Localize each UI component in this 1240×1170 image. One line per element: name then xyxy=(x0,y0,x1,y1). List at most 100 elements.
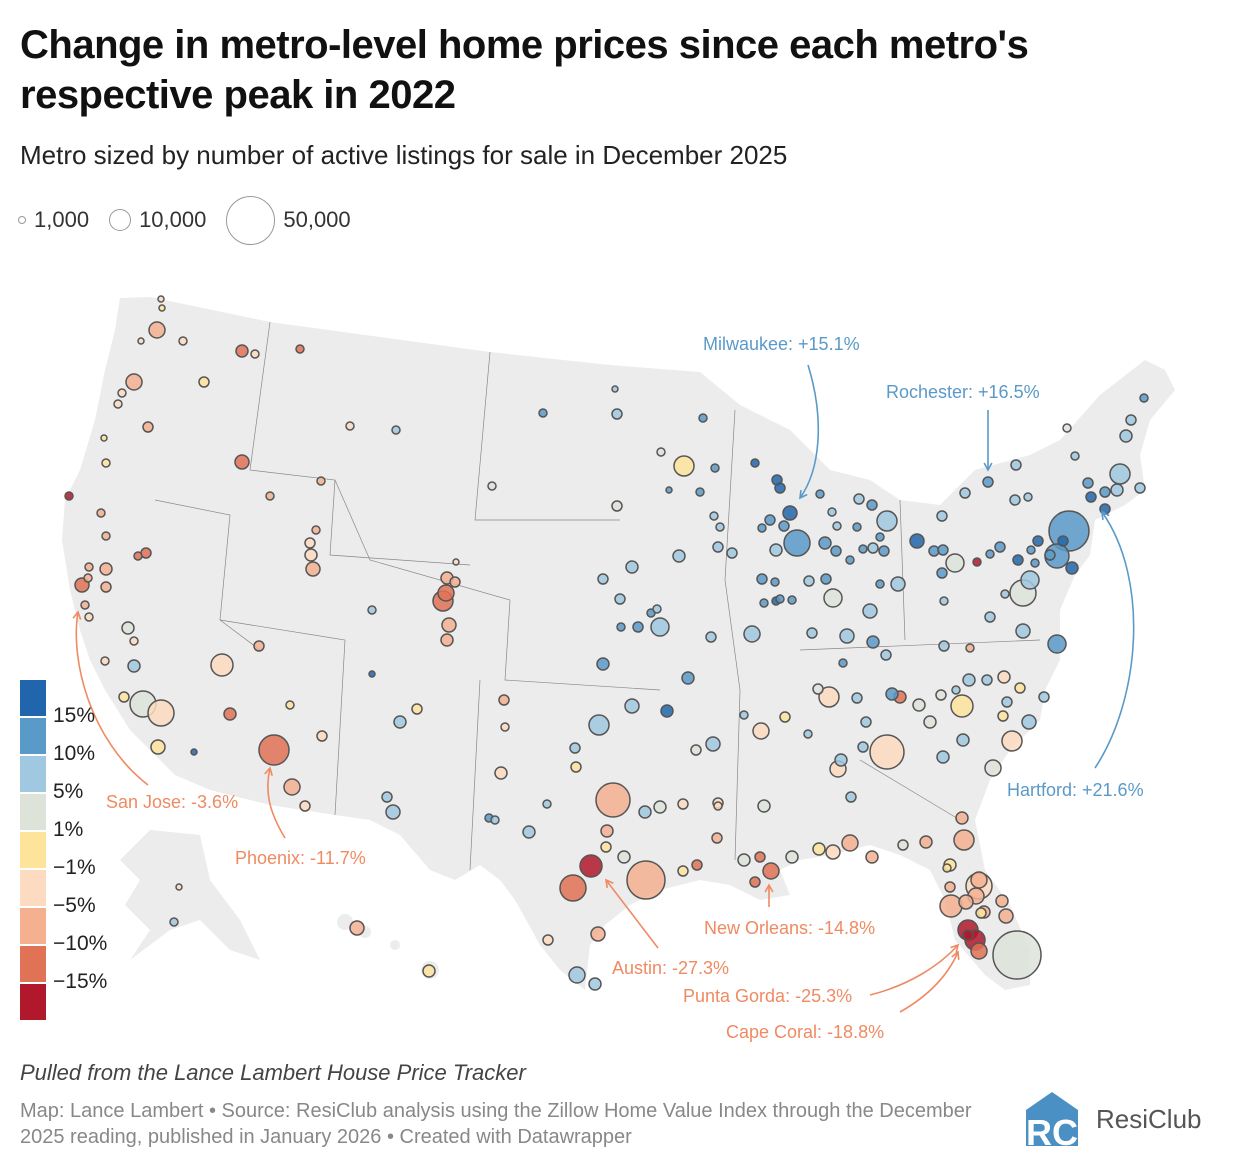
metro-bubble[interactable] xyxy=(845,555,855,565)
metro-bubble[interactable] xyxy=(677,798,689,810)
metro-bubble[interactable] xyxy=(959,487,971,499)
metro-bubble[interactable] xyxy=(958,894,974,910)
metro-bubble[interactable] xyxy=(750,458,760,468)
metro-bubble[interactable] xyxy=(127,659,141,673)
metro-bubble[interactable] xyxy=(770,577,780,587)
metro-bubble[interactable] xyxy=(381,791,393,803)
metro-bubble[interactable] xyxy=(756,573,768,585)
metro-bubble[interactable] xyxy=(709,511,719,521)
metro-bubble[interactable] xyxy=(626,860,666,900)
metro-bubble[interactable] xyxy=(890,576,906,592)
metro-bubble[interactable] xyxy=(965,643,975,653)
metro-bubble[interactable] xyxy=(500,722,510,732)
metro-bubble[interactable] xyxy=(1082,477,1094,489)
metro-bubble[interactable] xyxy=(440,633,454,647)
metro-bubble[interactable] xyxy=(953,829,975,851)
metro-bubble[interactable] xyxy=(100,434,108,442)
metro-bubble[interactable] xyxy=(858,544,868,554)
metro-bubble[interactable] xyxy=(975,907,987,919)
metro-bubble[interactable] xyxy=(137,337,145,345)
metro-bubble[interactable] xyxy=(1012,554,1024,566)
metro-bubble[interactable] xyxy=(490,815,500,825)
metro-bubble[interactable] xyxy=(820,573,832,585)
metro-bubble[interactable] xyxy=(125,373,143,391)
metro-bubble[interactable] xyxy=(1139,393,1149,403)
metro-bubble[interactable] xyxy=(570,761,582,773)
metro-bubble[interactable] xyxy=(942,863,952,873)
metro-bubble[interactable] xyxy=(677,865,689,877)
metro-bubble[interactable] xyxy=(579,854,603,878)
metro-bubble[interactable] xyxy=(962,673,976,687)
metro-bubble[interactable] xyxy=(1000,589,1010,599)
metro-bubble[interactable] xyxy=(827,507,837,517)
metro-bubble[interactable] xyxy=(715,522,725,532)
metro-bubble[interactable] xyxy=(710,463,720,473)
metro-bubble[interactable] xyxy=(757,799,771,813)
metro-bubble[interactable] xyxy=(956,733,970,747)
metro-bubble[interactable] xyxy=(845,791,857,803)
metro-bubble[interactable] xyxy=(660,704,674,718)
metro-bubble[interactable] xyxy=(950,694,974,718)
metro-bubble[interactable] xyxy=(970,871,988,889)
metro-bubble[interactable] xyxy=(624,698,640,714)
metro-bubble[interactable] xyxy=(862,603,878,619)
metro-bubble[interactable] xyxy=(860,716,872,728)
metro-bubble[interactable] xyxy=(1070,451,1080,461)
metro-bubble[interactable] xyxy=(101,531,111,541)
metro-bubble[interactable] xyxy=(80,600,90,610)
metro-bubble[interactable] xyxy=(803,729,813,739)
metro-bubble[interactable] xyxy=(984,611,996,623)
metro-bubble[interactable] xyxy=(935,689,947,701)
metro-bubble[interactable] xyxy=(762,862,780,880)
metro-bubble[interactable] xyxy=(638,805,652,819)
metro-bubble[interactable] xyxy=(909,533,925,549)
metro-bubble[interactable] xyxy=(1032,535,1044,547)
metro-bubble[interactable] xyxy=(769,543,783,557)
metro-bubble[interactable] xyxy=(823,588,843,608)
metro-bubble[interactable] xyxy=(611,408,623,420)
metro-bubble[interactable] xyxy=(611,500,623,512)
metro-bubble[interactable] xyxy=(681,671,695,685)
metro-bubble[interactable] xyxy=(995,894,1009,908)
metro-bubble[interactable] xyxy=(876,510,898,532)
metro-bubble[interactable] xyxy=(588,977,602,991)
metro-bubble[interactable] xyxy=(304,537,316,549)
metro-bubble[interactable] xyxy=(834,753,848,767)
metro-bubble[interactable] xyxy=(984,759,1002,777)
metro-bubble[interactable] xyxy=(538,408,548,418)
metro-bubble[interactable] xyxy=(759,598,769,608)
metro-bubble[interactable] xyxy=(234,454,250,470)
metro-bubble[interactable] xyxy=(803,575,815,587)
metro-bubble[interactable] xyxy=(1044,549,1056,561)
metro-bubble[interactable] xyxy=(148,321,166,339)
metro-bubble[interactable] xyxy=(258,734,290,766)
metro-bubble[interactable] xyxy=(691,859,703,871)
metro-bubble[interactable] xyxy=(147,699,175,727)
metro-bubble[interactable] xyxy=(611,385,619,393)
metro-bubble[interactable] xyxy=(650,617,670,637)
metro-bubble[interactable] xyxy=(250,349,260,359)
metro-bubble[interactable] xyxy=(698,413,708,423)
metro-bubble[interactable] xyxy=(597,573,609,585)
metro-bubble[interactable] xyxy=(897,839,909,851)
metro-bubble[interactable] xyxy=(944,881,956,893)
metro-bubble[interactable] xyxy=(936,750,950,764)
metro-bubble[interactable] xyxy=(100,581,112,593)
metro-bubble[interactable] xyxy=(945,553,965,573)
metro-bubble[interactable] xyxy=(923,715,937,729)
metro-bubble[interactable] xyxy=(981,674,993,686)
metro-bubble[interactable] xyxy=(652,604,662,614)
metro-bubble[interactable] xyxy=(815,489,825,499)
metro-bubble[interactable] xyxy=(616,622,626,632)
metro-bubble[interactable] xyxy=(117,388,127,398)
metro-bubble[interactable] xyxy=(785,850,799,864)
metro-bubble[interactable] xyxy=(99,562,113,576)
metro-bubble[interactable] xyxy=(818,686,840,708)
metro-bubble[interactable] xyxy=(739,710,749,720)
metro-bubble[interactable] xyxy=(757,523,767,533)
metro-bubble[interactable] xyxy=(812,683,824,695)
metro-bubble[interactable] xyxy=(866,635,880,649)
metro-bubble[interactable] xyxy=(875,579,885,589)
metro-bubble[interactable] xyxy=(1065,561,1079,575)
metro-bubble[interactable] xyxy=(839,628,855,644)
